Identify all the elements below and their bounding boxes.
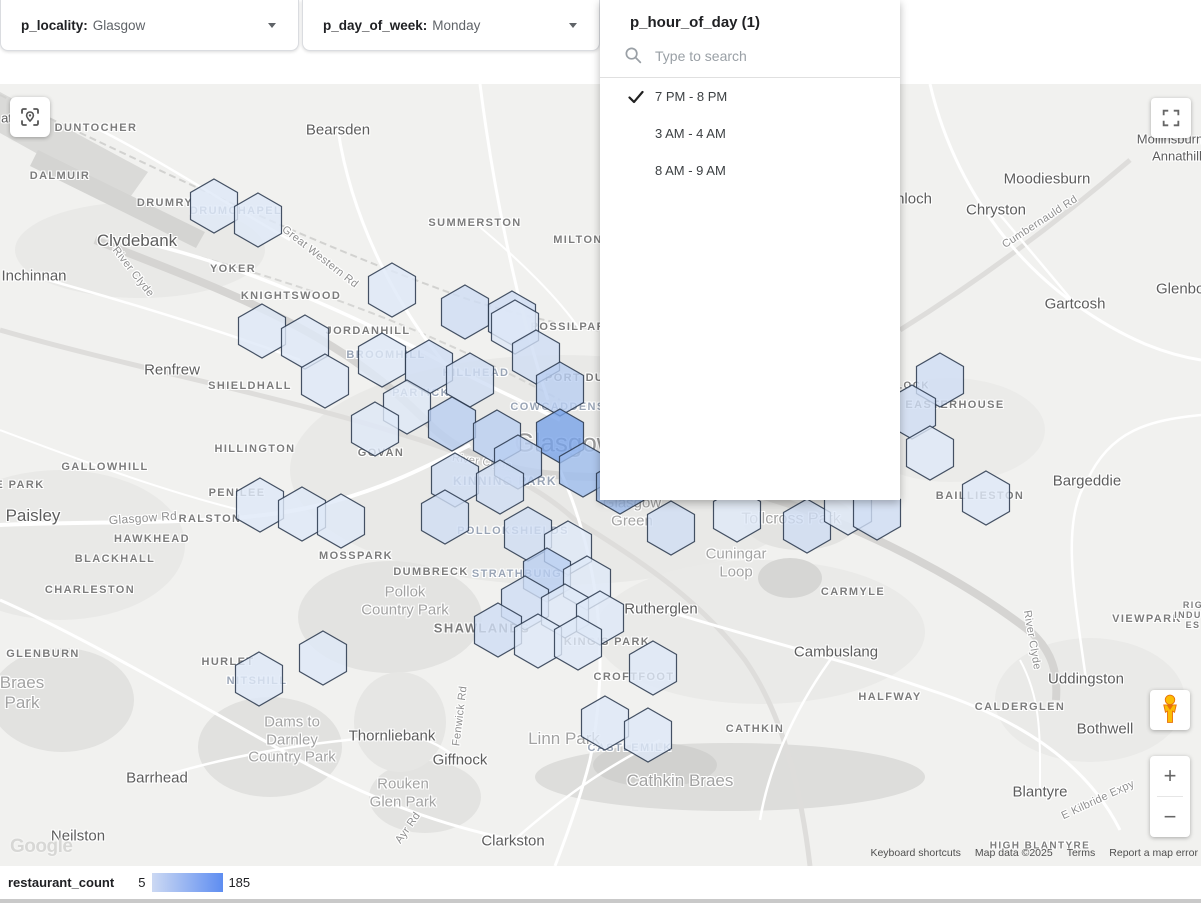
divider <box>600 77 900 78</box>
filter-label: p_day_of_week: <box>323 17 428 33</box>
hexbin[interactable] <box>234 651 284 707</box>
hexbin[interactable] <box>475 459 525 515</box>
zoom-in-button[interactable]: + <box>1150 756 1190 796</box>
legend: restaurant_count 5 185 <box>0 866 1201 899</box>
hour-option-label: 7 PM - 8 PM <box>655 89 728 104</box>
check-icon <box>627 88 648 106</box>
panel-title: p_hour_of_day (1) <box>630 14 761 31</box>
attribution-link[interactable]: Keyboard shortcuts <box>870 847 961 859</box>
check-placeholder <box>627 162 648 180</box>
map-attribution: Keyboard shortcuts Map data ©2025 Terms Rep… <box>870 847 1198 859</box>
hexbin[interactable] <box>623 707 673 763</box>
hexbin[interactable] <box>915 352 965 408</box>
hexbin[interactable] <box>473 602 523 658</box>
hexbin[interactable] <box>235 477 285 533</box>
search-input[interactable] <box>653 46 867 65</box>
hexbin[interactable] <box>367 262 417 318</box>
filter-label: p_locality: <box>21 17 88 33</box>
hexbin[interactable] <box>298 630 348 686</box>
hexbin[interactable] <box>961 470 1011 526</box>
hexbin[interactable] <box>580 695 630 751</box>
hexbin[interactable] <box>237 303 287 359</box>
chevron-down-icon <box>268 23 276 28</box>
pegman-button[interactable] <box>1150 690 1190 730</box>
hour-option[interactable]: 8 AM - 9 AM <box>600 152 900 189</box>
google-logo[interactable]: Google <box>10 836 73 857</box>
filter-chip-day-of-week[interactable]: p_day_of_week: Monday <box>302 0 600 51</box>
check-placeholder <box>627 125 648 143</box>
hexbin[interactable] <box>646 500 696 556</box>
legend-max: 185 <box>228 875 251 890</box>
hexbin[interactable] <box>440 284 490 340</box>
attribution-link[interactable]: Terms <box>1066 847 1096 859</box>
hexbin[interactable] <box>233 192 283 248</box>
recenter-map-button[interactable] <box>10 97 50 137</box>
legend-metric: restaurant_count <box>8 875 115 890</box>
location-target-icon <box>21 108 39 126</box>
hour-of-day-filter-panel: p_hour_of_day (1) 7 PM - 8 PM 3 AM - 4 AM… <box>600 0 900 500</box>
search-icon <box>625 47 642 64</box>
hexbin[interactable] <box>628 640 678 696</box>
hexbin[interactable] <box>300 353 350 409</box>
search-row <box>624 46 900 65</box>
hour-option[interactable]: 7 PM - 8 PM <box>600 78 900 115</box>
filter-chip-locality[interactable]: p_locality: Glasgow <box>0 0 299 51</box>
hexbin[interactable] <box>350 401 400 457</box>
hour-option[interactable]: 3 AM - 4 AM <box>600 115 900 152</box>
hexbin[interactable] <box>357 332 407 388</box>
legend-gradient <box>152 873 224 892</box>
pegman-icon <box>1163 694 1177 723</box>
hour-options-list: 7 PM - 8 PM 3 AM - 4 AM 8 AM - 9 AM <box>600 78 900 189</box>
hexbin[interactable] <box>316 493 366 549</box>
window-edge <box>0 899 1201 903</box>
hexbin[interactable] <box>712 487 762 543</box>
hexbin[interactable] <box>427 396 477 452</box>
hexbin[interactable] <box>189 178 239 234</box>
zoom-out-button[interactable]: − <box>1150 797 1190 837</box>
hexbin[interactable] <box>782 498 832 554</box>
hexbin[interactable] <box>553 615 603 671</box>
filter-value: Monday <box>432 17 481 33</box>
chevron-down-icon <box>569 23 577 28</box>
attribution-link[interactable]: Map data ©2025 <box>974 847 1053 859</box>
hexbin[interactable] <box>420 489 470 545</box>
filter-value: Glasgow <box>92 17 146 33</box>
attribution-link[interactable]: Report a map error <box>1109 847 1198 859</box>
hexbin[interactable] <box>277 486 327 542</box>
fullscreen-button[interactable] <box>1151 98 1191 138</box>
hour-option-label: 3 AM - 4 AM <box>655 126 726 141</box>
hour-option-label: 8 AM - 9 AM <box>655 163 726 178</box>
divider <box>1157 796 1183 797</box>
legend-min: 5 <box>138 875 146 890</box>
hexbin[interactable] <box>905 425 955 481</box>
fullscreen-icon <box>1162 109 1180 127</box>
zoom-control: + − <box>1150 756 1190 837</box>
